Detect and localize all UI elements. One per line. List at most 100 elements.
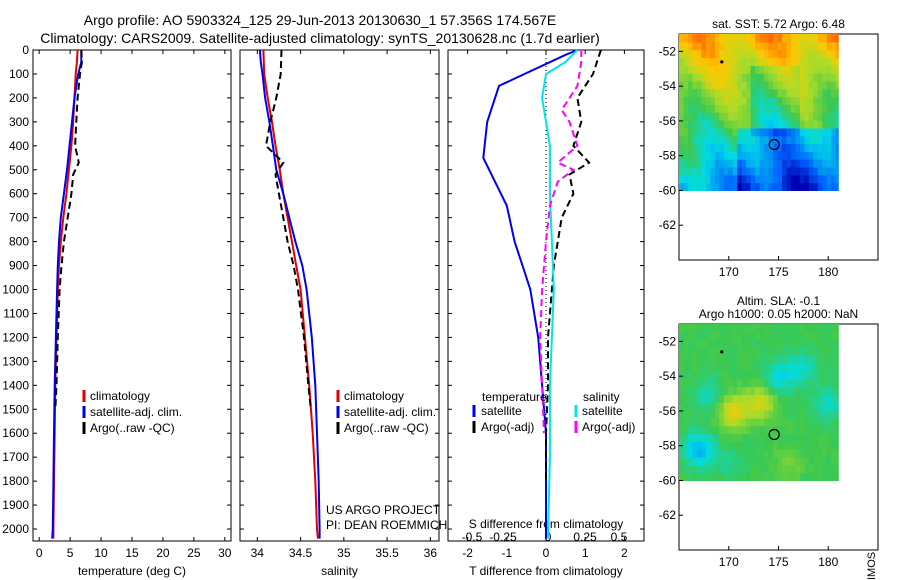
map-cell	[719, 425, 725, 435]
map-cell	[826, 370, 832, 380]
map-cell	[696, 34, 702, 43]
map-cell	[728, 347, 734, 356]
map-cell	[750, 410, 756, 419]
map-cell	[799, 441, 805, 450]
map-cell	[723, 57, 729, 66]
map-cell	[723, 34, 729, 43]
map-cell	[822, 324, 828, 333]
map-cell	[683, 49, 689, 58]
map-cell	[817, 433, 823, 442]
map-cell	[777, 167, 783, 176]
map-cell	[701, 370, 707, 380]
map-cell	[808, 127, 814, 137]
map-cell	[728, 386, 734, 395]
map-cell	[688, 104, 694, 113]
y-tick-label: 700	[9, 211, 29, 225]
map-cell	[822, 80, 828, 90]
map-cell	[759, 370, 765, 380]
map-cell	[737, 417, 743, 427]
map-cell	[741, 441, 747, 450]
map-cell	[835, 378, 839, 388]
map-cell	[813, 80, 819, 90]
map-cell	[759, 378, 765, 388]
map-cell	[701, 425, 707, 435]
map-cell	[835, 182, 839, 191]
map-cell	[764, 355, 770, 364]
map-cell	[790, 49, 796, 58]
map-cell	[728, 49, 734, 58]
map-cell	[746, 143, 752, 152]
map-cell	[683, 151, 689, 160]
map-cell	[723, 167, 729, 176]
map-y-tick-label: -58	[659, 439, 677, 453]
map-cell	[728, 96, 734, 105]
map-cell	[705, 441, 711, 450]
map-cell	[692, 449, 698, 458]
map-cell	[768, 457, 774, 466]
map-cell	[790, 73, 796, 82]
map-cell	[835, 441, 839, 450]
map-cell	[759, 386, 765, 395]
map-cell	[804, 41, 810, 51]
map-y-tick-label: -52	[659, 334, 677, 348]
map-cell	[705, 425, 711, 435]
map-cell	[741, 112, 747, 121]
map-cell	[822, 464, 828, 474]
map-cell	[732, 417, 738, 427]
map-cell	[732, 464, 738, 474]
map-cell	[795, 88, 801, 98]
map-cell	[696, 41, 702, 51]
map-cell	[795, 127, 801, 137]
map-cell	[795, 159, 801, 168]
map-cell	[737, 167, 743, 176]
map-cell	[773, 182, 779, 191]
map-cell	[701, 120, 707, 129]
map-cell	[714, 120, 720, 129]
map-cell	[714, 49, 720, 58]
map-cell	[822, 410, 828, 419]
map-cell	[755, 378, 761, 388]
map-cell	[808, 159, 814, 168]
map-cell	[696, 135, 702, 145]
map-cell	[826, 331, 832, 341]
map-cell	[723, 112, 729, 121]
map-cell	[764, 394, 770, 403]
map-cell	[777, 425, 783, 435]
map-cell	[728, 41, 734, 51]
map-cell	[759, 425, 765, 435]
map-cell	[831, 182, 837, 191]
map-cell	[764, 386, 770, 395]
map-cell	[683, 433, 689, 442]
map-cell	[732, 135, 738, 145]
map-cell	[688, 457, 694, 466]
map-cell	[835, 167, 839, 176]
map-cell	[790, 394, 796, 403]
map-cell	[790, 57, 796, 66]
map-cell	[813, 120, 819, 129]
map-cell	[737, 159, 743, 168]
map-cell	[679, 135, 685, 145]
map-cell	[750, 449, 756, 458]
map-cell	[795, 386, 801, 395]
map-cell	[714, 378, 720, 388]
map-cell	[799, 151, 805, 160]
y-tick-label: 800	[9, 235, 29, 249]
map-y-tick-label: -52	[659, 44, 677, 58]
map-cell	[808, 417, 814, 427]
map-cell	[719, 457, 725, 466]
map-cell	[705, 347, 711, 356]
map-cell	[804, 410, 810, 419]
map-cell	[817, 96, 823, 105]
map-cell	[701, 394, 707, 403]
map-cell	[813, 433, 819, 442]
map-cell	[777, 182, 783, 191]
map-cell	[746, 425, 752, 435]
map-cell	[768, 167, 774, 176]
map-cell	[786, 355, 792, 364]
map-cell	[795, 425, 801, 435]
map-cell	[773, 65, 779, 74]
map-cell	[692, 355, 698, 364]
map-cell	[746, 73, 752, 82]
map-cell	[831, 402, 837, 411]
map-cell	[741, 182, 747, 191]
